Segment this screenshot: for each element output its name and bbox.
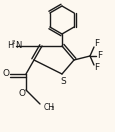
Text: 2: 2 [12, 39, 15, 44]
Text: F: F [94, 63, 99, 72]
Text: N: N [15, 41, 21, 50]
Text: CH: CH [44, 103, 55, 112]
Text: H: H [7, 41, 13, 50]
Text: F: F [97, 51, 102, 60]
Text: 3: 3 [51, 107, 54, 112]
Text: O: O [3, 70, 9, 79]
Text: O: O [18, 89, 25, 98]
Text: S: S [60, 77, 65, 86]
Text: F: F [94, 39, 99, 48]
